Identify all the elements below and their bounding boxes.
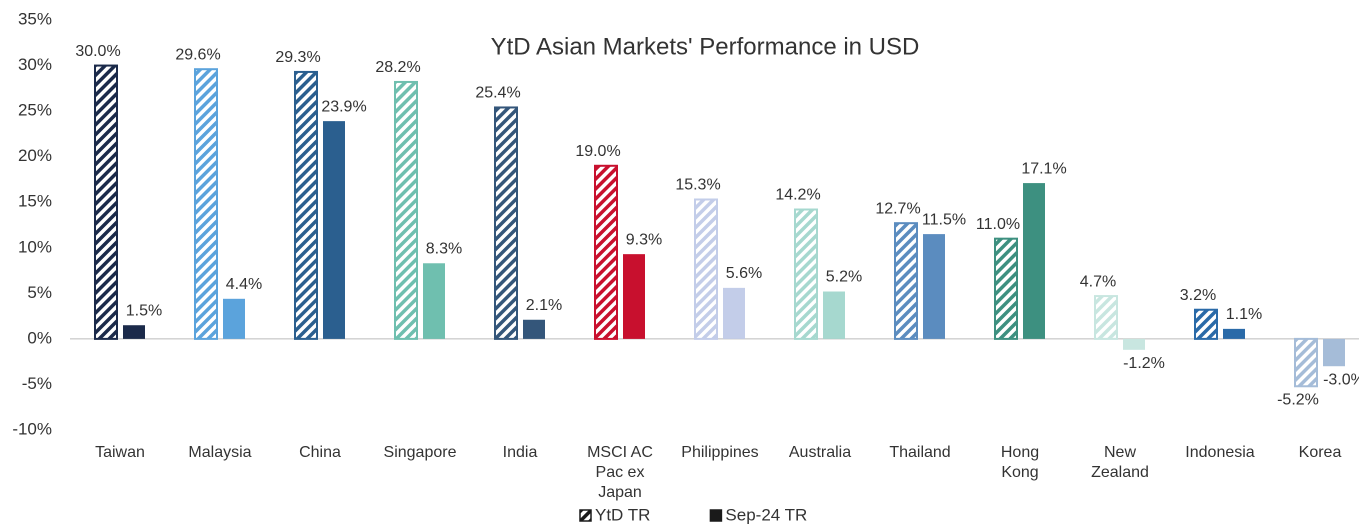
value-label: 11.0% xyxy=(976,216,1020,233)
x-tick-label: Hong Kong xyxy=(1000,444,1040,481)
value-label: 5.2% xyxy=(826,269,862,286)
bar xyxy=(994,237,1018,340)
y-tick-label: 25% xyxy=(18,101,52,120)
value-label: 12.7% xyxy=(875,200,920,217)
bar xyxy=(823,291,845,339)
value-label: 4.4% xyxy=(226,276,262,293)
y-tick-label: 15% xyxy=(18,192,52,211)
value-label: 1.5% xyxy=(126,302,162,319)
y-tick-label: 30% xyxy=(18,55,52,74)
x-tick-label: Australia xyxy=(788,444,852,461)
value-label: 8.3% xyxy=(426,240,462,257)
bar xyxy=(494,106,518,340)
x-tick-label: China xyxy=(299,444,341,461)
bar xyxy=(123,325,145,339)
bar xyxy=(94,64,118,340)
value-label: 3.2% xyxy=(1180,287,1216,304)
bar xyxy=(1123,338,1145,350)
chart-title: YtD Asian Markets' Performance in USD xyxy=(491,33,920,60)
value-label: 14.2% xyxy=(775,187,820,204)
bar xyxy=(394,80,418,340)
bar xyxy=(294,70,318,340)
x-tick-label: Taiwan xyxy=(95,444,145,461)
value-label: 19.0% xyxy=(575,143,620,160)
bar xyxy=(1223,328,1245,339)
bar xyxy=(1194,308,1218,340)
bar xyxy=(723,287,745,339)
bar xyxy=(623,254,645,339)
x-tick-label: Indonesia xyxy=(1185,444,1255,461)
y-tick-label: 20% xyxy=(18,146,52,165)
bar xyxy=(423,263,445,339)
bar xyxy=(594,164,618,340)
legend-swatch xyxy=(709,509,723,522)
bar xyxy=(1094,295,1118,340)
x-tick-label: MSCI AC Pac ex Japan xyxy=(587,444,653,501)
x-tick-label: India xyxy=(502,444,538,461)
y-tick-label: -10% xyxy=(12,419,52,438)
x-tick-label: Korea xyxy=(1298,444,1342,461)
value-label: 5.6% xyxy=(726,265,762,282)
legend-label: YtD TR xyxy=(595,505,650,524)
value-label: 28.2% xyxy=(375,59,420,76)
bar xyxy=(1294,337,1318,388)
bar xyxy=(923,234,945,339)
y-tick-label: 0% xyxy=(27,328,52,347)
value-label: 11.5% xyxy=(922,211,966,228)
value-label: -3.0% xyxy=(1323,371,1359,388)
y-tick-label: 5% xyxy=(27,283,52,302)
value-label: 1.1% xyxy=(1226,306,1262,323)
value-label: -5.2% xyxy=(1277,391,1319,408)
value-label: 29.6% xyxy=(175,46,220,63)
bar xyxy=(1023,183,1045,339)
bar xyxy=(223,298,245,339)
value-label: -1.2% xyxy=(1123,355,1165,372)
legend-label: Sep-24 TR xyxy=(725,505,807,524)
y-tick-label: 35% xyxy=(18,9,52,28)
bar xyxy=(523,319,545,339)
value-label: 29.3% xyxy=(275,49,320,66)
value-label: 17.1% xyxy=(1021,160,1066,177)
x-tick-label: New Zealand xyxy=(1091,444,1149,481)
bar xyxy=(894,222,918,340)
bar xyxy=(794,208,818,340)
value-label: 9.3% xyxy=(626,231,662,248)
x-tick-label: Thailand xyxy=(889,444,951,461)
y-tick-label: -5% xyxy=(22,374,52,393)
value-label: 30.0% xyxy=(75,43,120,60)
value-label: 15.3% xyxy=(675,177,720,194)
x-tick-label: Malaysia xyxy=(188,444,252,461)
y-tick-label: 10% xyxy=(18,237,52,256)
value-label: 23.9% xyxy=(321,98,366,115)
value-label: 2.1% xyxy=(526,297,562,314)
bar xyxy=(694,198,718,340)
bar xyxy=(323,121,345,339)
bar xyxy=(1323,338,1345,367)
x-tick-label: Philippines xyxy=(681,444,759,461)
bar xyxy=(194,68,218,340)
value-label: 4.7% xyxy=(1080,273,1116,290)
x-tick-label: Singapore xyxy=(383,444,457,461)
value-label: 25.4% xyxy=(475,85,520,102)
legend-swatch xyxy=(579,509,592,522)
